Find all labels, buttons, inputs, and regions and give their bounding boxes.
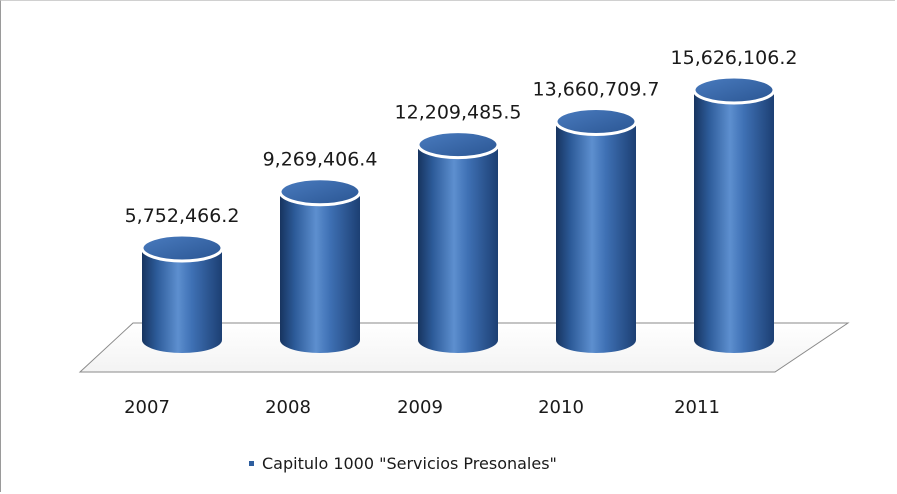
category-label: 2010 (538, 397, 584, 418)
bar-body (142, 247, 222, 353)
bar-2007 (140, 233, 224, 353)
bar-body (418, 144, 498, 353)
value-label: 15,626,106.2 (671, 47, 798, 69)
legend-label: Capitulo 1000 "Servicios Presonales" (262, 454, 557, 473)
bar-cap (278, 177, 362, 207)
category-label: 2007 (124, 397, 170, 418)
value-labels-group: 5,752,466.2 9,269,406.4 12,209,485.5 13,660… (125, 47, 798, 227)
value-label: 13,660,709.7 (533, 78, 660, 100)
value-label: 12,209,485.5 (395, 102, 522, 124)
bar-body (280, 191, 360, 353)
bar-cap (692, 75, 776, 105)
bar-cap (140, 233, 224, 263)
bar-body (694, 90, 774, 353)
bar-body (556, 121, 636, 353)
value-label: 9,269,406.4 (263, 149, 378, 171)
category-label: 2009 (397, 397, 443, 418)
legend-marker (249, 461, 254, 466)
bar-cap (416, 130, 500, 160)
bar-cap (554, 106, 638, 136)
bars-group (140, 75, 776, 353)
bar-2009 (416, 130, 500, 353)
value-label: 5,752,466.2 (125, 205, 240, 227)
category-label: 2011 (674, 397, 720, 418)
bar-2010 (554, 106, 638, 353)
bar-2011 (692, 75, 776, 353)
category-label: 2008 (265, 397, 311, 418)
bar-2008 (278, 177, 362, 353)
category-labels-group: 2007 2008 2009 2010 2011 (124, 397, 720, 418)
